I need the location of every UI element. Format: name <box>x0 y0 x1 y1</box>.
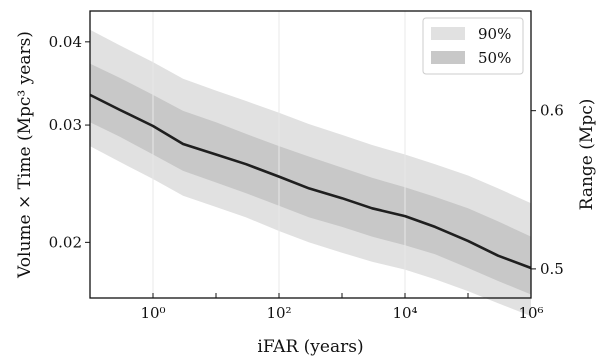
grid-lines <box>152 11 406 298</box>
legend-swatch-90 <box>431 27 465 40</box>
median-line <box>89 93 532 270</box>
median-layer <box>89 93 532 270</box>
legend-label-50: 50% <box>478 49 511 67</box>
legend-label-90: 90% <box>478 25 511 43</box>
y-axis-right-title: Range (Mpc) <box>577 99 597 211</box>
band-50 <box>90 63 531 295</box>
y-tick-label: 0.02 <box>49 233 82 251</box>
y-tick-label: 0.04 <box>49 33 82 51</box>
x-tick-label: 10⁰ <box>140 304 165 322</box>
x-tick-label: 10⁶ <box>518 304 543 322</box>
x-tick-label: 10⁴ <box>392 304 417 322</box>
x-axis: 10⁰ 10² 10⁴ 10⁶ <box>89 293 544 322</box>
confidence-bands <box>90 29 531 317</box>
y-tick-label: 0.03 <box>49 116 82 134</box>
legend-swatch-50 <box>431 51 465 64</box>
legend: 90% 50% <box>422 17 524 75</box>
x-tick-label: 10² <box>266 304 291 322</box>
y-axis-title: Volume × Time (Mpc³ years) <box>15 31 35 279</box>
y-axis-right: 0.5 0.6 <box>531 102 564 278</box>
plot-frame <box>89 10 532 299</box>
y-axis-left: 0.02 0.03 0.04 <box>49 33 90 251</box>
x-axis-title: iFAR (years) <box>257 337 363 357</box>
y2-tick-label: 0.5 <box>540 260 564 278</box>
y2-tick-label: 0.6 <box>540 102 564 120</box>
